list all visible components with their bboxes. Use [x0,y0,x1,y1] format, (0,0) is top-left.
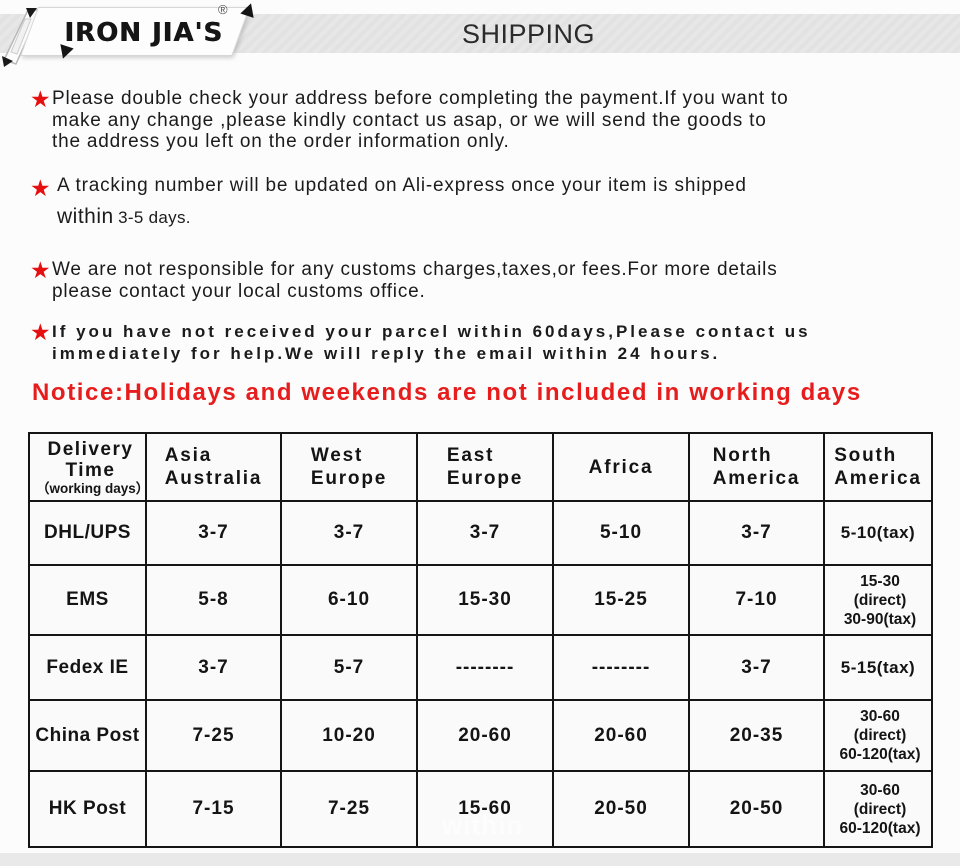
cell-value: 10-20 [280,699,418,772]
cell-value: 7-15 [145,770,282,848]
star-icon: ★ [30,319,51,345]
cell-value: 20-50 [552,770,690,848]
star-icon: ★ [30,175,51,201]
cell-value: 30-60 (direct) 60-120(tax) [823,699,933,772]
cell-value: 3-7 [145,634,282,701]
cell-value: 20-60 [552,699,690,772]
header-asia-australia: Asia Australia [145,432,282,502]
column-label: North America [712,445,801,489]
header-east-europe: East Europe [416,432,554,502]
cell-value: 20-60 [416,699,554,772]
cell-value: 20-35 [688,699,825,772]
header-west-europe: West Europe [280,432,418,502]
cell-value: -------- [552,634,690,701]
cell-value: 15-25 [552,564,690,636]
cell-value: 3-7 [145,500,282,566]
header-africa: Africa [552,432,690,502]
table-row-hk-post: HK Post 7-15 7-25 15-60 20-50 20-50 30-6… [28,770,933,848]
header-south-america: South America [823,432,933,502]
star-icon: ★ [30,257,51,283]
carrier-name: China Post [28,699,147,772]
cell-value: 30-60 (direct) 60-120(tax) [823,770,933,848]
shipping-times-table: Delivery Time （working days） Asia Austra… [28,432,933,848]
note-customs-charges: ★ We are not responsible for any customs… [28,257,933,302]
corner-line2: Time [65,459,116,481]
header-north-america: North America [688,432,825,502]
cell-value: 6-10 [280,564,418,636]
page-title: SHIPPING [462,19,596,49]
note-tracking-number: ★ A tracking number will be updated on A… [28,175,933,229]
header-delivery-time: Delivery Time （working days） [28,432,150,502]
within-text: within [57,205,114,228]
carrier-name: DHL/UPS [28,500,147,566]
cell-value: 3-7 [416,500,554,566]
cell-value: 7-25 [280,770,418,848]
column-label: Africa [588,456,654,478]
cell-value: -------- [416,634,554,701]
note-text: Please double check your address before … [52,88,789,152]
cell-value: 15-30 (direct) 30-90(tax) [823,564,933,636]
note-text-line1: A tracking number will be updated on Ali… [57,175,747,196]
cell-value: 15-30 [416,564,554,636]
cell-value: 5-15(tax) [823,634,933,701]
brand-banner: IRON JIA'S [20,7,250,56]
table-row-china-post: China Post 7-25 10-20 20-60 20-60 20-35 … [28,699,933,772]
cell-value: 15-60 [416,770,554,848]
corner-line1: Delivery [47,438,134,460]
table-header-row: Delivery Time （working days） Asia Austra… [28,432,933,502]
cell-value: 5-7 [280,634,418,701]
table-row-fedex-ie: Fedex IE 3-7 5-7 -------- -------- 3-7 5… [28,634,933,701]
cell-value: 5-10(tax) [823,500,933,566]
cell-value: 3-7 [280,500,418,566]
table-row-dhl-ups: DHL/UPS 3-7 3-7 3-7 5-10 3-7 5-10(tax) [28,500,933,566]
days-text: 3-5 days. [118,208,191,227]
note-parcel-not-received: ★ If you have not received your parcel w… [28,319,933,364]
corner-subtitle: （working days） [36,480,150,496]
column-label: West Europe [310,445,388,489]
carrier-name: EMS [28,564,147,636]
banner-arrow-bottom-icon [56,44,74,61]
column-label: Asia Australia [164,445,263,489]
carrier-name: HK Post [28,770,147,848]
star-icon: ★ [30,86,51,112]
holiday-notice: Notice:Holidays and weekends are not inc… [32,379,862,406]
brand-logo: IRON JIA'S [64,17,224,48]
note-text: If you have not received your parcel wit… [52,322,811,363]
cell-value: 5-8 [145,564,282,636]
note-text-line2: within 3-5 days. [57,205,933,229]
cell-value: 7-25 [145,699,282,772]
cell-value: 5-10 [552,500,690,566]
bottom-strip [0,853,960,866]
note-address-check: ★ Please double check your address befor… [28,86,933,153]
column-label: South America [834,445,922,489]
cell-value: 3-7 [688,500,825,566]
table-row-ems: EMS 5-8 6-10 15-30 15-25 7-10 15-30 (dir… [28,564,933,636]
cell-value: 20-50 [688,770,825,848]
column-label: East Europe [446,445,524,489]
cell-value: 7-10 [688,564,825,636]
note-text: We are not responsible for any customs c… [52,259,778,302]
cell-value: 3-7 [688,634,825,701]
carrier-name: Fedex IE [28,634,147,701]
registered-trademark: ® [218,2,228,17]
